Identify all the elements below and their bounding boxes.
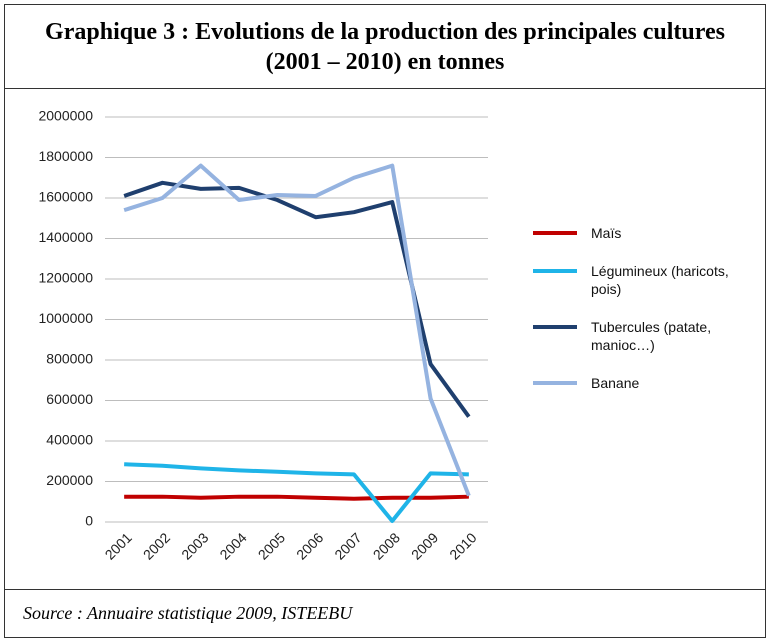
legend-swatch: [533, 231, 577, 235]
y-tick-label: 2000000: [38, 108, 93, 124]
legend-swatch: [533, 381, 577, 385]
legend-label: Légumineux (haricots, pois): [591, 263, 729, 297]
x-tick-label: 2010: [446, 529, 479, 562]
x-tick-label: 2004: [216, 529, 249, 562]
legend-label: Tubercules (patate, manioc…): [591, 319, 712, 353]
y-tick-label: 400000: [46, 432, 93, 448]
y-tick-label: 1800000: [38, 148, 93, 164]
x-tick-label: 2008: [370, 529, 403, 562]
legend-label: Banane: [591, 375, 640, 391]
y-tick-label: 600000: [46, 391, 93, 407]
legend-item: Légumineux (haricots, pois): [533, 262, 758, 298]
series-line: [123, 180, 471, 418]
y-tick-label: 800000: [46, 351, 93, 367]
x-tick-label: 2007: [331, 529, 364, 562]
y-tick-label: 1200000: [38, 270, 93, 286]
legend-item: Maïs: [533, 224, 758, 242]
source: Source : Annuaire statistique 2009, ISTE…: [5, 589, 765, 637]
y-tick-label: 200000: [46, 472, 93, 488]
chart: 0 200000 400000 600000 800000 1000000 1200000 1…: [38, 108, 488, 563]
legend-item: Tubercules (patate, manioc…): [533, 318, 758, 354]
document-frame: Graphique 3 : Evolutions de la productio…: [4, 4, 766, 638]
y-tick-label: 1400000: [38, 229, 93, 245]
x-tick-label: 2006: [293, 529, 326, 562]
x-tick-label: 2002: [140, 529, 173, 562]
series-line: [124, 494, 469, 501]
y-tick-label: 1600000: [38, 189, 93, 205]
series-line: [123, 163, 471, 497]
y-tick-label: 0: [85, 513, 93, 529]
legend-swatch: [533, 325, 577, 329]
x-tick-label: 2009: [408, 529, 441, 562]
x-tick-label: 2003: [178, 529, 211, 562]
x-tick-label: 2001: [102, 529, 135, 562]
legend-item: Banane: [533, 374, 758, 392]
title: Graphique 3 : Evolutions de la productio…: [5, 5, 765, 89]
x-tick-label: 2005: [255, 529, 288, 562]
legend-label: Maïs: [591, 225, 622, 241]
legend: Maïs Légumineux (haricots, pois) Tubercule…: [533, 224, 758, 392]
y-tick-label: 1000000: [38, 310, 93, 326]
series-line: [124, 462, 469, 523]
legend-swatch: [533, 269, 577, 273]
